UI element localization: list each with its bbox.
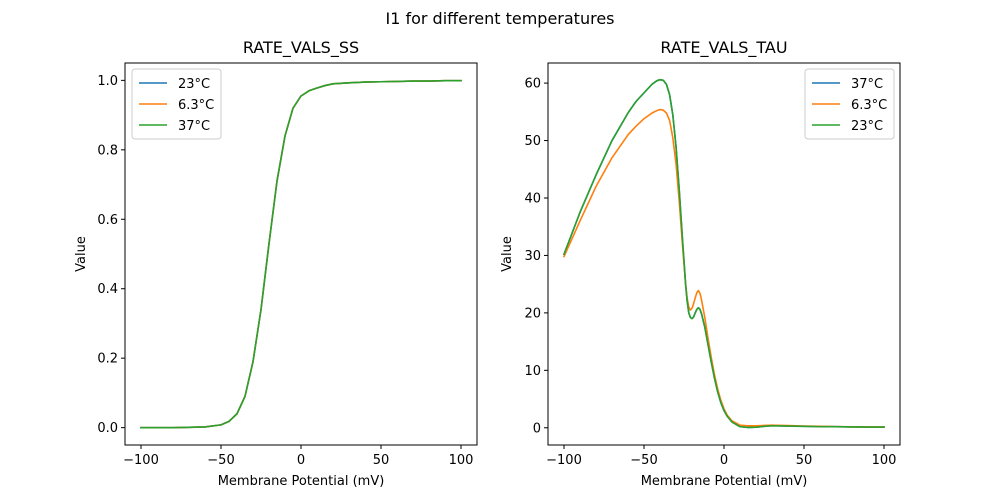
x-tick-label: 50 bbox=[796, 453, 813, 468]
x-tick-label: 0 bbox=[297, 453, 305, 468]
y-ticks: 0 10 20 30 40 50 60 bbox=[524, 77, 548, 436]
x-tick-label: 0 bbox=[720, 453, 728, 468]
y-tick-label: 0.2 bbox=[97, 352, 118, 367]
legend-item: 23°C bbox=[139, 77, 210, 92]
y-tick-label: 60 bbox=[524, 77, 541, 92]
x-tick-label: −100 bbox=[123, 453, 159, 468]
axes-rate-vals-ss: RATE_VALS_SS −100 −50 0 50 100 0.00.20.40.60… bbox=[74, 38, 478, 489]
y-tick-label: 0.0 bbox=[97, 421, 118, 436]
y-ticks: 0.0 0.2 0.4 0.6 0.8 1.0 bbox=[97, 74, 125, 436]
legend-item: 23°C bbox=[812, 119, 883, 134]
y-tick-label: 10 bbox=[524, 364, 541, 379]
x-tick-label: −50 bbox=[630, 453, 657, 468]
plot-lines bbox=[140, 79, 462, 429]
y-tick-label: 0.8 bbox=[97, 143, 118, 158]
x-axis-label: Membrane Potential (mV) bbox=[641, 474, 808, 489]
legend-box bbox=[131, 68, 222, 140]
legend-item: 37°C bbox=[139, 119, 210, 134]
legend-item: 37°C bbox=[812, 77, 883, 92]
y-tick-label: 30 bbox=[524, 249, 541, 264]
legend-item: 6.3°C bbox=[812, 98, 887, 113]
x-axis-label: Membrane Potential (mV) bbox=[218, 474, 385, 489]
x-tick-label: 100 bbox=[872, 453, 897, 468]
axes-title: RATE_VALS_SS bbox=[243, 38, 359, 58]
x-tick-label: 100 bbox=[449, 453, 474, 468]
y-tick-label: 0 bbox=[533, 421, 541, 436]
x-tick-label: 50 bbox=[373, 453, 390, 468]
axes-rate-vals-tau: RATE_VALS_TAU −100 −50 0 50 100 0 10 20 30 40 50 6… bbox=[500, 38, 901, 489]
plot-lines bbox=[562, 78, 885, 429]
legend: 37°C 6.3°C 23°C bbox=[804, 68, 895, 140]
y-tick-label: 20 bbox=[524, 306, 541, 321]
x-ticks: −100 −50 0 50 100 bbox=[123, 445, 473, 468]
legend-box bbox=[804, 68, 895, 140]
legend-item: 6.3°C bbox=[139, 98, 214, 113]
series-line-2 bbox=[140, 79, 462, 429]
legend-label: 37°C bbox=[178, 119, 210, 134]
y-axis-label: Value bbox=[500, 236, 515, 272]
y-tick-label: 1.0 bbox=[97, 74, 118, 89]
y-axis-label: Value bbox=[74, 236, 89, 272]
figure-suptitle: I1 for different temperatures bbox=[385, 9, 614, 28]
x-ticks: −100 −50 0 50 100 bbox=[546, 445, 896, 468]
y-tick-label: 50 bbox=[524, 134, 541, 149]
y-tick-label: 40 bbox=[524, 191, 541, 206]
legend-label: 37°C bbox=[851, 77, 883, 92]
legend-label: 23°C bbox=[851, 119, 883, 134]
series-line-1 bbox=[562, 108, 885, 428]
y-tick-label: 0.6 bbox=[97, 213, 118, 228]
y-tick-label: 0.4 bbox=[97, 282, 118, 297]
legend-label: 6.3°C bbox=[178, 98, 214, 113]
series-line-2 bbox=[562, 78, 885, 429]
axes-title: RATE_VALS_TAU bbox=[660, 38, 787, 58]
x-tick-label: −100 bbox=[546, 453, 582, 468]
legend: 23°C 6.3°C 37°C bbox=[131, 68, 222, 140]
legend-label: 6.3°C bbox=[851, 98, 887, 113]
x-tick-label: −50 bbox=[207, 453, 234, 468]
legend-label: 23°C bbox=[178, 77, 210, 92]
